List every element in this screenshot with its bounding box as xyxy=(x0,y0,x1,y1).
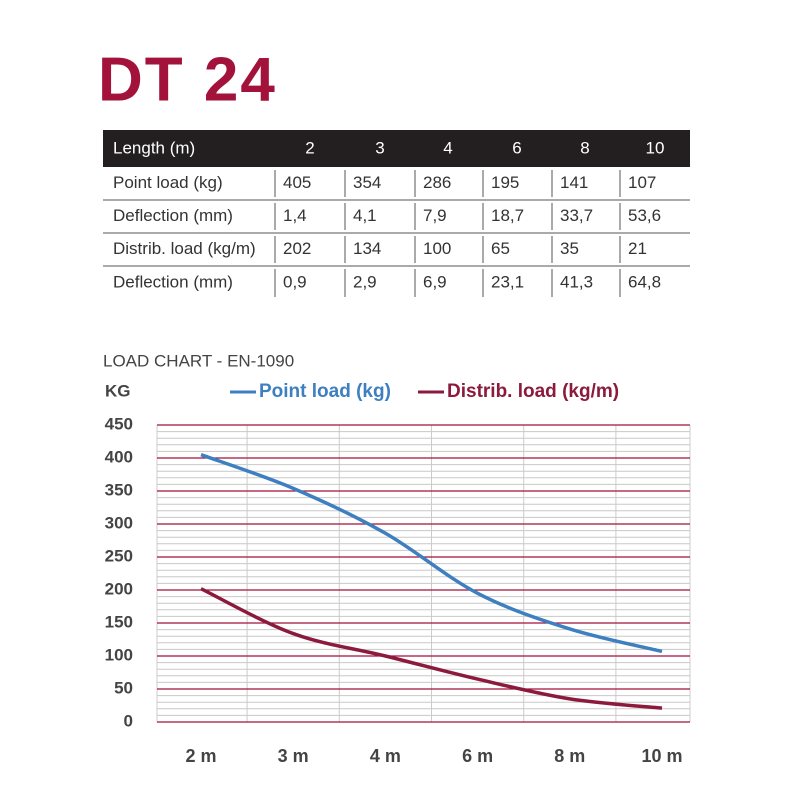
table-cell: 354 xyxy=(353,173,381,192)
table-cell: 53,6 xyxy=(628,206,661,225)
table-header-bg xyxy=(103,130,690,167)
x-tick-label: 8 m xyxy=(554,746,585,766)
y-tick-label: 350 xyxy=(105,480,133,499)
table-cell: 6,9 xyxy=(423,272,447,291)
table-cell: Point load (kg) xyxy=(113,173,223,192)
table-cell: 405 xyxy=(283,173,311,192)
table-cell: 64,8 xyxy=(628,272,661,291)
table-cell: Deflection (mm) xyxy=(113,206,233,225)
table-cell: Deflection (mm) xyxy=(113,272,233,291)
y-tick-label: 400 xyxy=(105,447,133,466)
table-header-cell: 10 xyxy=(646,138,665,157)
x-tick-label: 2 m xyxy=(185,746,216,766)
table-cell: 100 xyxy=(423,239,451,258)
y-tick-label: 450 xyxy=(105,414,133,433)
table-cell: 35 xyxy=(560,239,579,258)
table-cell: 1,4 xyxy=(283,206,307,225)
legend-label: Point load (kg) xyxy=(259,381,391,402)
table-cell: 41,3 xyxy=(560,272,593,291)
table-cell: 7,9 xyxy=(423,206,447,225)
table-cell: 65 xyxy=(491,239,510,258)
table-cell: 2,9 xyxy=(353,272,377,291)
chart-title: LOAD CHART - EN-1090 xyxy=(103,351,294,370)
y-tick-label: 250 xyxy=(105,546,133,565)
table-cell: 23,1 xyxy=(491,272,524,291)
y-tick-label: 300 xyxy=(105,513,133,532)
table: Length (m) 2 3 4 6 8 10 Point load (kg) 405 354 28… xyxy=(103,138,690,297)
y-axis-label: KG xyxy=(105,381,131,400)
table-cell: 195 xyxy=(491,173,519,192)
y-tick-label: 100 xyxy=(105,645,133,664)
y-tick-label: 150 xyxy=(105,612,133,631)
table-cell: 134 xyxy=(353,239,381,258)
x-tick-label: 10 m xyxy=(641,746,682,766)
table-cell: 202 xyxy=(283,239,311,258)
y-tick-label: 0 xyxy=(124,711,133,730)
table-cell: 33,7 xyxy=(560,206,593,225)
page-title: DT 24 xyxy=(98,45,277,114)
chart: 0 50 100 150 200 250 300 350 400 450 2 m 3 m 4 m 6 m 8… xyxy=(105,381,691,766)
table-cell: 0,9 xyxy=(283,272,307,291)
series-line xyxy=(200,587,663,710)
table-cell: 4,1 xyxy=(353,206,377,225)
table-header-cell: 2 xyxy=(305,138,314,157)
table-cell: 18,7 xyxy=(491,206,524,225)
table-header-cell: 4 xyxy=(443,138,452,157)
table-cell: Distrib. load (kg/m) xyxy=(113,239,256,258)
x-tick-label: 6 m xyxy=(462,746,493,766)
y-tick-label: 50 xyxy=(114,678,133,697)
table-cell: 141 xyxy=(560,173,588,192)
series-line xyxy=(200,453,663,654)
table-cell: 21 xyxy=(628,239,647,258)
x-tick-label: 4 m xyxy=(370,746,401,766)
table-header-cell: 6 xyxy=(512,138,521,157)
x-tick-label: 3 m xyxy=(278,746,309,766)
table-header-cell: 8 xyxy=(580,138,589,157)
table-cell: 107 xyxy=(628,173,656,192)
table-header-cell: Length (m) xyxy=(113,138,195,157)
y-tick-label: 200 xyxy=(105,579,133,598)
legend-label: Distrib. load (kg/m) xyxy=(447,381,619,402)
table-header-cell: 3 xyxy=(375,138,384,157)
table-cell: 286 xyxy=(423,173,451,192)
